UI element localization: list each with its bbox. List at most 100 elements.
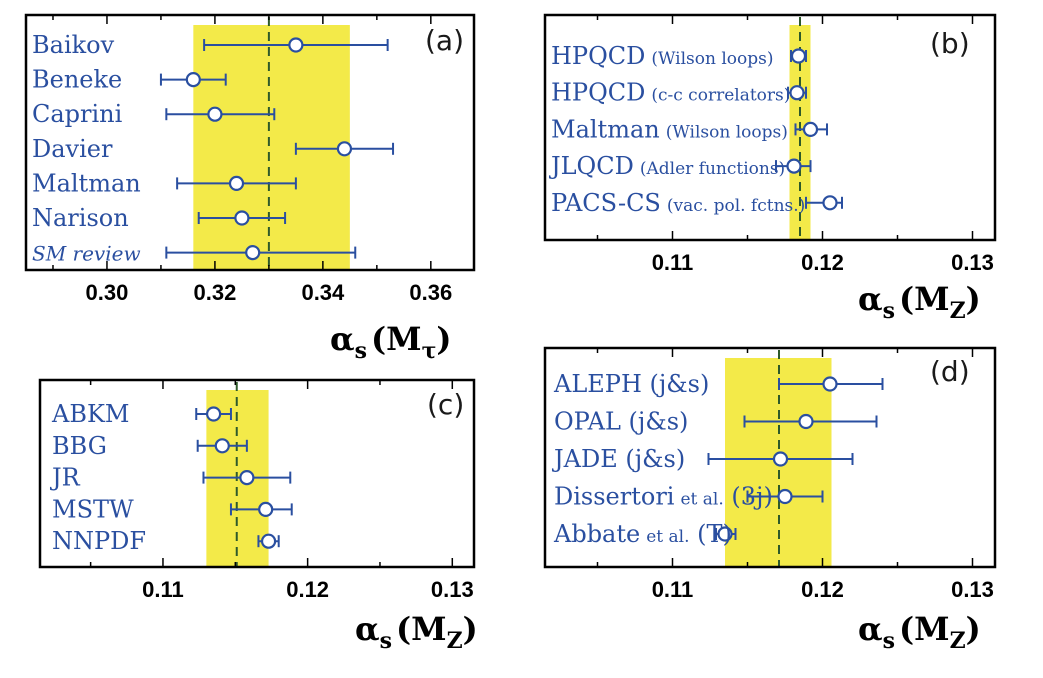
- point-label-note: et al.: [646, 527, 689, 547]
- axis-title-sub: s: [355, 338, 367, 364]
- data-point-row: BBG: [52, 432, 248, 460]
- chart-panel-c: ABKM BBG JR MSTW NNPDF 0.11 0.12 0.13 (c) αs (MZ): [38, 378, 478, 654]
- x-tick-label: 0.36: [409, 280, 452, 305]
- data-point-row: ABKM: [51, 400, 232, 428]
- axis-title-arg-sub: Z: [950, 628, 966, 654]
- point-label-main: Beneke: [32, 66, 122, 94]
- point-label: Baikov: [32, 31, 115, 59]
- x-tick-label: 0.12: [801, 577, 844, 602]
- data-point-marker: [258, 501, 274, 517]
- data-point-row: SM review: [32, 242, 357, 266]
- data-point-marker: [288, 37, 304, 53]
- data-point-row: Maltman (Wilson loops): [551, 115, 828, 143]
- point-label: SM review: [32, 242, 141, 266]
- data-point-marker: [206, 406, 222, 422]
- data-point-row: OPAL (j&s): [554, 408, 878, 436]
- data-point-marker: [245, 245, 261, 261]
- point-label-note: (vac. pol. fctns.): [667, 196, 805, 216]
- point-label-note: et al.: [680, 490, 723, 510]
- point-label-main: MSTW: [52, 495, 134, 523]
- point-label-main: NNPDF: [52, 527, 146, 555]
- axis-title-arg-sub: Z: [447, 628, 463, 654]
- axis-title-sub: s: [883, 628, 895, 654]
- point-label-main: ABKM: [51, 400, 129, 428]
- axis-title-close: ): [463, 610, 478, 648]
- data-point-marker: [717, 526, 733, 542]
- data-point-marker: [789, 85, 805, 101]
- panel-tag: (b): [930, 27, 970, 60]
- point-label: ALEPH (j&s): [553, 370, 709, 398]
- point-label-main: PACS-CS: [551, 189, 661, 217]
- point-label: Caprini: [32, 100, 123, 128]
- point-label: JLQCD (Adler functions): [548, 152, 785, 180]
- data-point-marker: [798, 413, 814, 430]
- data-point-marker: [207, 106, 223, 122]
- x-tick-label: 0.11: [652, 577, 694, 602]
- point-label-main: HPQCD: [551, 42, 645, 70]
- point-label: PACS-CS (vac. pol. fctns.): [551, 189, 805, 217]
- point-label: JR: [49, 464, 81, 492]
- point-label: Davier: [32, 135, 113, 163]
- data-point-marker: [822, 376, 838, 392]
- point-label-main: OPAL: [554, 408, 621, 436]
- point-label: NNPDF: [52, 527, 146, 555]
- data-point-row: HPQCD (c-c correlators): [551, 79, 807, 107]
- point-label: Abbate et al. (T): [553, 520, 732, 548]
- axis-title-close: ): [966, 280, 981, 318]
- axis-title-close: ): [436, 320, 451, 358]
- x-axis-title: αs (MZ): [355, 610, 478, 654]
- x-axis-title: αs (MZ): [858, 610, 981, 654]
- data-point-marker: [786, 158, 802, 174]
- point-label: MSTW: [52, 495, 134, 523]
- data-point-marker: [234, 210, 250, 226]
- point-label-main: Maltman: [32, 169, 141, 197]
- point-label: JADE (j&s): [551, 445, 685, 473]
- point-label-note: (c-c correlators): [651, 86, 790, 106]
- data-point-row: JLQCD (Adler functions): [548, 152, 812, 180]
- axis-title-arg-sub: τ: [422, 338, 437, 364]
- point-label-note: (Adler functions): [640, 159, 785, 179]
- data-point-marker: [790, 48, 807, 64]
- data-point-marker: [260, 533, 277, 549]
- point-label: HPQCD (Wilson loops): [551, 42, 774, 70]
- data-point-row: Beneke: [32, 66, 227, 94]
- data-point-marker: [772, 451, 789, 467]
- data-point-marker: [214, 438, 230, 454]
- data-point-row: PACS-CS (vac. pol. fctns.): [551, 189, 843, 217]
- point-label-suffix: (T): [690, 520, 732, 548]
- x-tick-label: 0.13: [951, 250, 994, 275]
- point-label-main: Baikov: [32, 31, 115, 59]
- x-tick-label: 0.32: [194, 280, 237, 305]
- average-band: [193, 25, 350, 270]
- x-axis-title: αs (Mτ): [330, 320, 452, 364]
- data-point-row: ALEPH (j&s): [553, 370, 884, 398]
- point-label-main: Abbate: [553, 520, 640, 548]
- point-label-main: Narison: [32, 204, 129, 232]
- plot-frame: [24, 13, 476, 272]
- point-label: BBG: [52, 432, 107, 460]
- point-label-main: ALEPH (j&s): [553, 370, 709, 398]
- axis-title-sub: s: [883, 298, 895, 324]
- data-point-row: MSTW: [52, 495, 293, 523]
- x-axis-title: αs (MZ): [858, 280, 981, 324]
- x-tick-label: 0.12: [286, 577, 329, 602]
- average-band: [789, 25, 811, 240]
- point-label-main: Dissertori: [554, 483, 675, 511]
- point-label: Beneke: [32, 66, 122, 94]
- data-point-row: JR: [49, 464, 292, 492]
- point-label-suffix: (j&s): [618, 445, 685, 473]
- data-point-marker: [777, 488, 793, 505]
- panel-tag: (d): [930, 355, 970, 388]
- axis-title-arg: (M: [899, 610, 950, 648]
- panel-tag: (c): [427, 388, 464, 421]
- x-tick-label: 0.13: [431, 577, 474, 602]
- point-label-suffix: (3j): [724, 483, 773, 511]
- data-point-row: Abbate et al. (T): [553, 520, 737, 548]
- data-point-row: Caprini: [32, 100, 276, 128]
- axis-title-alpha: α: [330, 320, 355, 358]
- x-tick-label: 0.13: [951, 577, 994, 602]
- point-label-main: Davier: [32, 135, 113, 163]
- axis-title-alpha: α: [355, 610, 380, 648]
- data-point-row: NNPDF: [52, 527, 280, 555]
